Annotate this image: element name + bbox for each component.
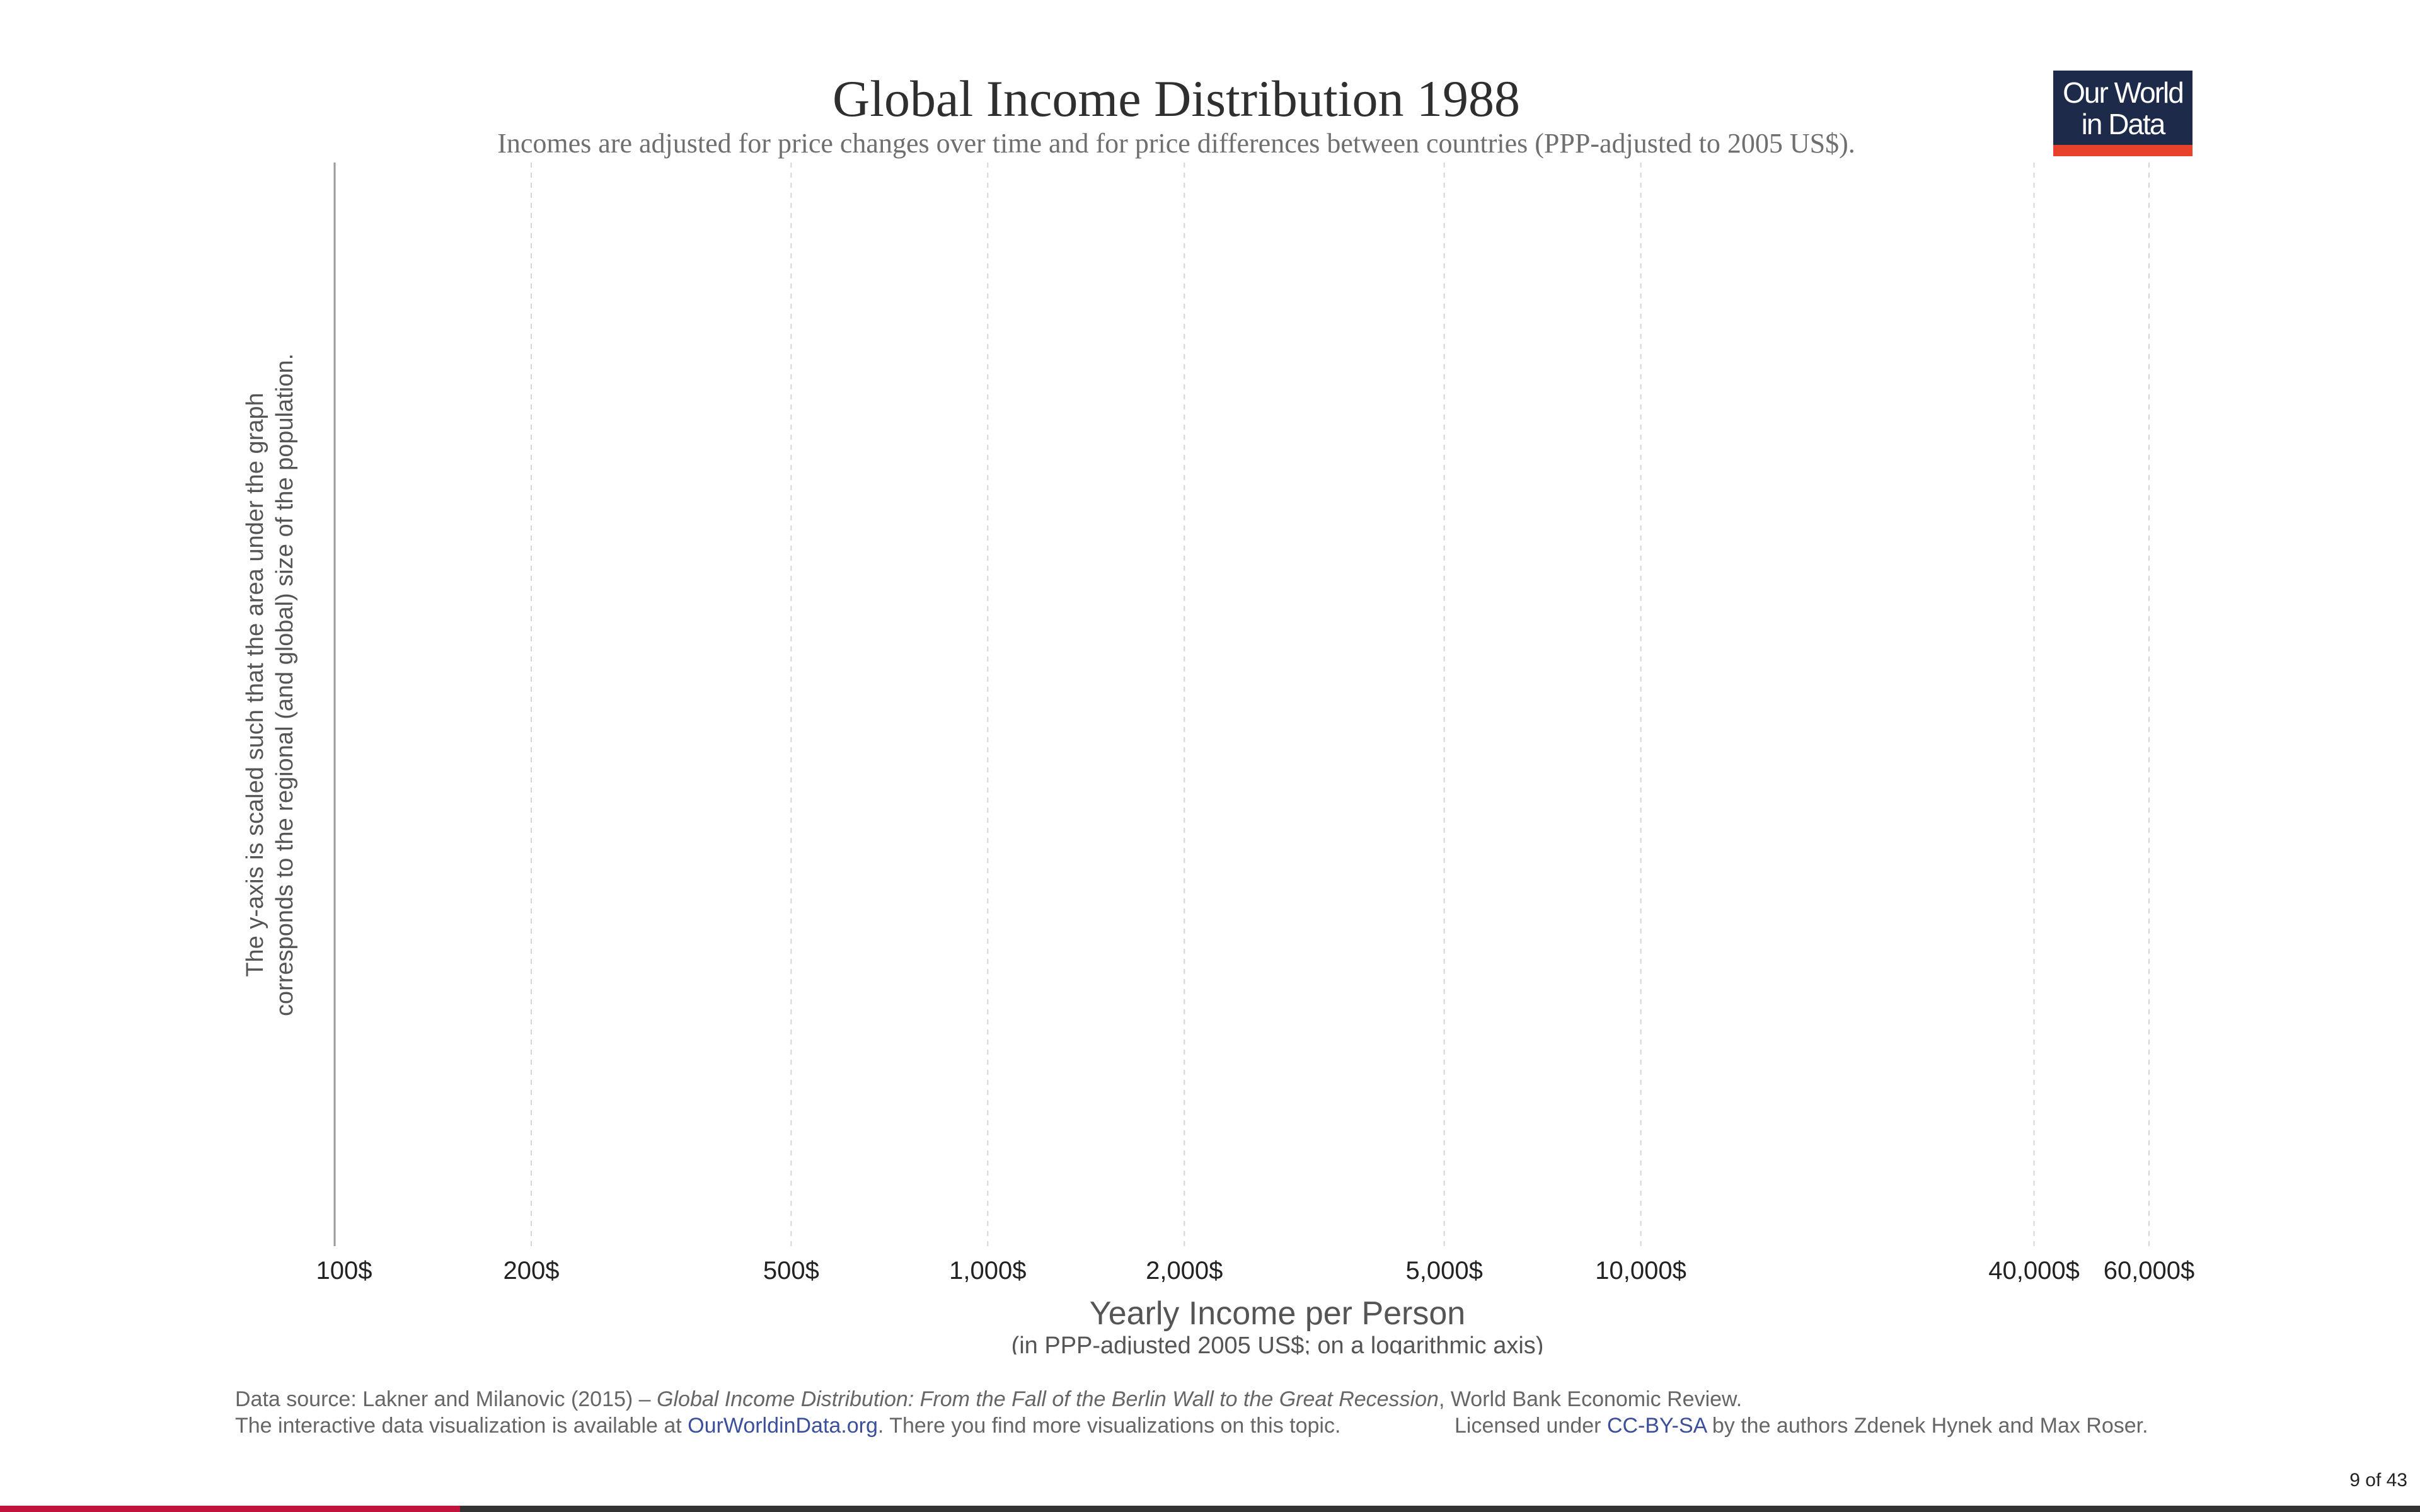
- data-source-note: Data source: Lakner and Milanovic (2015)…: [235, 1387, 1742, 1412]
- slide-counter: 9 of 43: [2349, 1470, 2407, 1491]
- logo-line2: in Data: [2081, 108, 2166, 140]
- chart-title: Global Income Distribution 1988: [833, 70, 1520, 127]
- license-suffix: by the authors Zdenek Hynek and Max Rose…: [1706, 1414, 2148, 1438]
- x-tick-labels: 100$ 200$ 500$ 1,000$ 2,000$ 5,000$ 10,000$ 40,…: [316, 1257, 2195, 1285]
- x-tick-label: 100$: [316, 1257, 372, 1285]
- owid-link[interactable]: OurWorldinData.org: [688, 1414, 878, 1438]
- x-axis-label: Yearly Income per Person: [1090, 1295, 1465, 1332]
- logo-accent-bar: [2053, 145, 2192, 156]
- x-tick-label: 5,000$: [1405, 1257, 1482, 1285]
- grid-lines: [530, 163, 2150, 1246]
- x-tick-label: 60,000$: [2104, 1257, 2195, 1285]
- logo-line1: Our World: [2063, 76, 2184, 109]
- slide-progress-bar: [0, 1506, 2420, 1512]
- license-note: Licensed under CC-BY-SA by the authors Z…: [1455, 1414, 2148, 1438]
- y-axis-label-line2: corresponds to the regional (and global)…: [272, 353, 298, 1016]
- x-tick-label: 1,000$: [949, 1257, 1026, 1285]
- x-tick-label: 10,000$: [1595, 1257, 1686, 1285]
- x-axis-sublabel: (in PPP-adjusted 2005 US$; on a logarith…: [1011, 1332, 1544, 1354]
- interactive-note: The interactive data visualization is av…: [235, 1414, 2148, 1438]
- interactive-suffix: . There you find more visualizations on …: [877, 1414, 1341, 1438]
- x-tick-label: 500$: [763, 1257, 819, 1285]
- license-link[interactable]: CC-BY-SA: [1606, 1414, 1707, 1438]
- income-distribution-chart: 100$ 200$ 500$ 1,000$ 2,000$ 5,000$ 10,000$ 40,…: [242, 163, 2195, 1354]
- x-tick-label: 40,000$: [1988, 1257, 2080, 1285]
- owid-logo[interactable]: Our World in Data: [2053, 71, 2192, 156]
- source-suffix: , World Bank Economic Review.: [1438, 1387, 1743, 1411]
- slide-progress-fill: [0, 1506, 460, 1512]
- interactive-prefix: The interactive data visualization is av…: [235, 1414, 688, 1438]
- x-tick-label: 2,000$: [1146, 1257, 1223, 1285]
- source-title: Global Income Distribution: From the Fal…: [657, 1387, 1439, 1411]
- chart-subtitle: Incomes are adjusted for price changes o…: [497, 128, 1855, 159]
- y-axis-label-line1: The y-axis is scaled such that the area …: [242, 392, 268, 976]
- source-prefix: Data source: Lakner and Milanovic (2015)…: [235, 1387, 657, 1411]
- x-tick-label: 200$: [503, 1257, 559, 1285]
- license-prefix: Licensed under: [1455, 1414, 1607, 1438]
